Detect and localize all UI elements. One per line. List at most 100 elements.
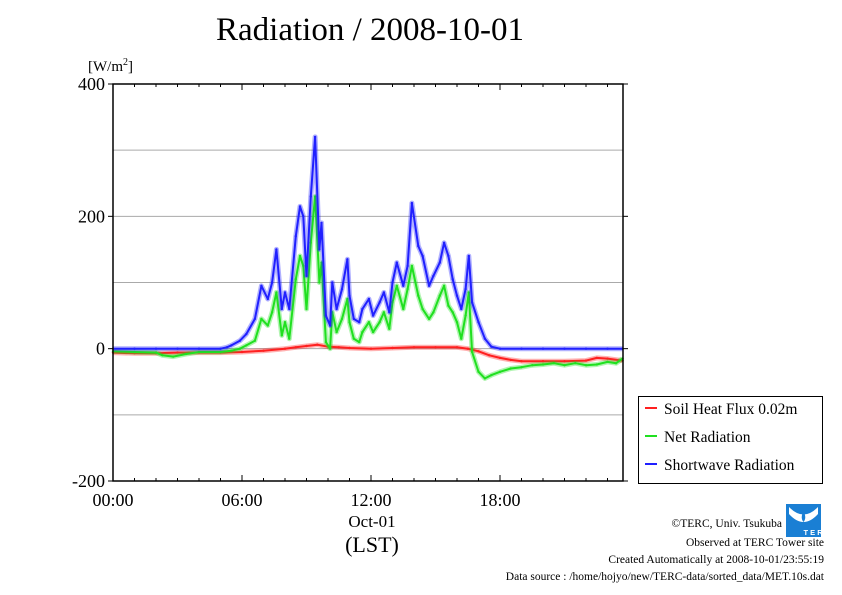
data-point-net-radiation <box>406 287 409 291</box>
data-point-net-radiation <box>253 339 257 342</box>
data-point-shortwave-radiation <box>335 307 338 311</box>
data-point-shortwave-radiation <box>348 294 351 297</box>
data-point-net-radiation <box>352 337 355 340</box>
series-line-shortwave-radiation <box>113 135 623 350</box>
legend-swatch-green <box>645 435 657 438</box>
data-point-shortwave-radiation <box>520 347 523 350</box>
data-point-shortwave-radiation <box>197 347 201 350</box>
data-point-net-radiation <box>266 324 269 327</box>
data-point-net-radiation <box>451 311 454 314</box>
data-point-net-radiation <box>410 264 414 268</box>
y-unit-sup: 2 <box>123 57 128 68</box>
data-point-net-radiation <box>490 373 493 377</box>
data-point-net-radiation <box>133 350 136 354</box>
data-point-net-radiation <box>402 307 405 311</box>
data-point-net-radiation <box>520 366 523 369</box>
data-point-net-radiation <box>309 241 312 244</box>
x-tick-labels: 00:00 06:00 12:00 18:00 <box>92 490 520 510</box>
data-point-net-radiation <box>595 363 598 366</box>
data-point-net-radiation <box>438 294 441 297</box>
data-point-net-radiation <box>245 344 248 347</box>
data-point-shortwave-radiation <box>464 287 467 291</box>
data-point-shortwave-radiation <box>346 258 349 261</box>
data-point-shortwave-radiation <box>395 261 398 264</box>
legend-label: Soil Heat Flux 0.02m <box>664 401 798 418</box>
data-point-soil-heat-flux-0-02m <box>348 346 351 350</box>
data-point-soil-heat-flux-0-02m <box>294 346 297 349</box>
data-point-shortwave-radiation <box>427 284 431 287</box>
data-point-net-radiation <box>294 278 297 281</box>
data-point-net-radiation <box>395 284 398 287</box>
data-point-shortwave-radiation <box>253 317 257 321</box>
data-point-net-radiation <box>361 330 364 334</box>
data-point-net-radiation <box>238 347 242 350</box>
data-point-net-radiation <box>432 311 435 314</box>
data-point-net-radiation <box>541 363 545 366</box>
series-group <box>111 134 624 381</box>
data-point-shortwave-radiation <box>442 241 446 244</box>
data-point-shortwave-radiation <box>606 347 609 350</box>
data-point-shortwave-radiation <box>382 291 386 294</box>
terc-logo: T E R C <box>786 504 821 537</box>
data-point-soil-heat-flux-0-02m <box>412 346 416 349</box>
y-unit-base: [W/m <box>88 59 123 75</box>
copyright-text: ©TERC, Univ. Tsukuba <box>671 518 782 530</box>
data-point-shortwave-radiation <box>402 284 405 287</box>
data-point-net-radiation <box>298 254 302 258</box>
data-point-net-radiation <box>324 340 328 344</box>
data-point-shortwave-radiation <box>451 278 454 281</box>
legend: Soil Heat Flux 0.02m Net Radiation Short… <box>638 396 823 484</box>
data-point-net-radiation <box>348 321 351 324</box>
data-point-shortwave-radiation <box>498 347 502 350</box>
data-point-shortwave-radiation <box>313 135 317 139</box>
data-point-net-radiation <box>335 330 338 334</box>
data-point-soil-heat-flux-0-02m <box>488 354 491 357</box>
data-point-shortwave-radiation <box>230 344 233 347</box>
data-point-net-radiation <box>606 360 609 364</box>
data-point-shortwave-radiation <box>358 321 361 324</box>
data-point-shortwave-radiation <box>467 254 470 258</box>
data-point-shortwave-radiation <box>305 274 308 278</box>
data-point-net-radiation <box>552 362 555 365</box>
plot-frame <box>112 83 624 482</box>
data-point-shortwave-radiation <box>302 215 305 218</box>
data-point-soil-heat-flux-0-02m <box>466 347 469 350</box>
data-point-net-radiation <box>197 350 201 354</box>
data-point-shortwave-radiation <box>361 307 364 311</box>
data-point-net-radiation <box>161 354 164 357</box>
data-point-net-radiation <box>427 317 431 321</box>
data-point-shortwave-radiation <box>328 324 332 327</box>
legend-label: Shortwave Radiation <box>664 457 795 474</box>
data-point-shortwave-radiation <box>298 205 302 208</box>
data-point-net-radiation <box>477 370 480 373</box>
data-point-net-radiation <box>230 349 233 352</box>
data-point-soil-heat-flux-0-02m <box>240 350 244 354</box>
data-point-net-radiation <box>260 317 263 321</box>
y-tick-label: 400 <box>78 74 105 94</box>
data-point-net-radiation <box>388 327 391 330</box>
x-tick-label: 18:00 <box>479 490 520 510</box>
data-point-shortwave-radiation <box>275 248 278 251</box>
data-point-soil-heat-flux-0-02m <box>606 357 609 360</box>
data-point-shortwave-radiation <box>541 347 545 350</box>
data-point-shortwave-radiation <box>421 254 424 258</box>
data-point-net-radiation <box>391 301 394 304</box>
data-point-net-radiation <box>275 291 278 294</box>
data-point-shortwave-radiation <box>455 294 459 297</box>
data-point-net-radiation <box>320 261 323 264</box>
data-point-shortwave-radiation <box>238 339 242 342</box>
data-point-shortwave-radiation <box>219 347 222 350</box>
data-point-shortwave-radiation <box>225 346 229 349</box>
observed-text: Observed at TERC Tower site <box>685 537 824 549</box>
data-point-net-radiation <box>531 364 534 367</box>
data-point-soil-heat-flux-0-02m <box>477 350 480 353</box>
legend-item-net-radiation: Net Radiation <box>645 429 751 447</box>
data-point-shortwave-radiation <box>406 264 409 268</box>
data-point-soil-heat-flux-0-02m <box>498 356 502 360</box>
data-point-net-radiation <box>421 307 424 311</box>
data-point-soil-heat-flux-0-02m <box>584 359 588 362</box>
data-point-shortwave-radiation <box>432 274 435 278</box>
data-point-net-radiation <box>563 364 566 367</box>
data-point-net-radiation <box>172 355 175 358</box>
series-halo-shortwave-radiation <box>113 134 623 352</box>
